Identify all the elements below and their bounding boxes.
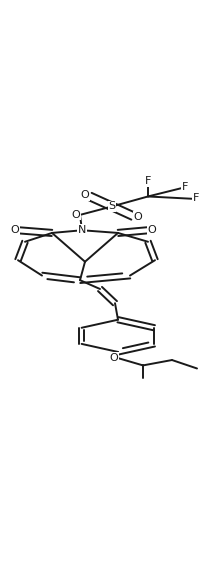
Text: O: O <box>134 212 142 222</box>
Text: F: F <box>182 182 188 192</box>
Text: N: N <box>78 225 86 236</box>
Text: O: O <box>81 190 89 200</box>
Text: O: O <box>11 225 19 236</box>
Text: S: S <box>108 202 116 211</box>
Text: F: F <box>145 176 151 186</box>
Text: O: O <box>110 353 118 363</box>
Text: F: F <box>193 193 199 203</box>
Text: O: O <box>72 210 80 219</box>
Text: O: O <box>148 225 156 236</box>
